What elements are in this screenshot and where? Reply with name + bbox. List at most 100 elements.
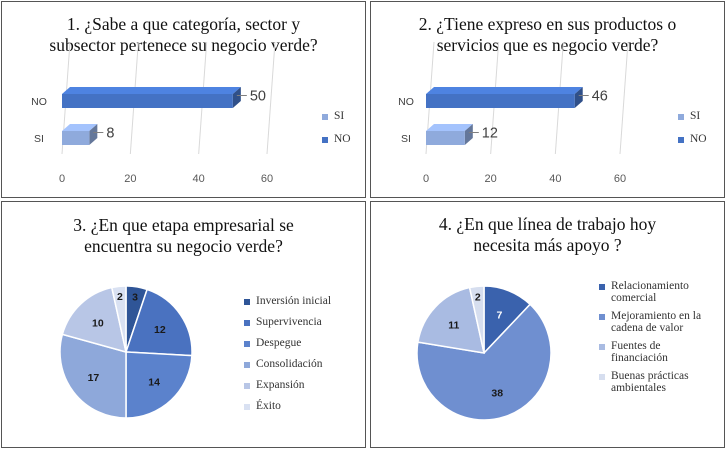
chart-2-data-label: 12: [482, 126, 498, 142]
chart-4-legend-item: Mejoramiento en la cadena de valor: [599, 310, 719, 334]
chart-4-slice-label: 7: [496, 309, 502, 321]
chart-3-legend: Inversión inicial Supervivencia Despegue Co…: [244, 295, 362, 421]
chart-2-gridline: [619, 41, 629, 155]
chart-4-legend-label: Mejoramiento en la cadena de valor: [611, 310, 702, 334]
chart-1-legend-label: SI: [334, 110, 345, 122]
chart-3-slice: [61, 286, 128, 354]
chart-3-legend-item: Supervivencia: [244, 316, 362, 328]
chart-1-legend-item: SI: [322, 110, 351, 122]
chart-4-legend-swatch: [599, 374, 605, 380]
chart-4-slice: [417, 286, 485, 354]
chart-1-category-label: NO: [31, 96, 47, 108]
chart-4-slice: [416, 303, 552, 421]
chart-1-legend: SI NO: [322, 110, 351, 156]
chart-3-legend-item: Consolidación: [244, 358, 362, 370]
chart-2-tick-label: 20: [485, 173, 497, 185]
chart-2-title: 2. ¿Tiene expreso en sus productos o ser…: [371, 14, 724, 56]
chart-3-title: 3. ¿En que etapa empresarial se encuentr…: [2, 215, 365, 257]
chart-1-data-label: 50: [250, 89, 266, 105]
chart-3-slice-label: 14: [148, 377, 160, 389]
chart-3-slice-label: 2: [117, 291, 123, 303]
chart-1-bar: [62, 131, 90, 145]
chart-3-legend-swatch: [244, 320, 250, 326]
chart-3-legend-item: Expansión: [244, 379, 362, 391]
chart-3-slice: [124, 288, 193, 357]
chart-3-legend-swatch: [244, 383, 250, 389]
chart-3-legend-swatch: [244, 299, 250, 305]
chart-2-legend-label: NO: [690, 133, 707, 145]
chart-1-title-line-2: subsector pertenece su negocio verde?: [49, 35, 318, 55]
chart-1-data-label: 8: [106, 126, 114, 142]
chart-3-slice-label: 17: [88, 372, 100, 384]
chart-4-legend: Relacionamiento comercial Mejoramiento en…: [599, 280, 719, 400]
chart-3-legend-item: Inversión inicial: [244, 295, 362, 307]
chart-3-legend-label: Despegue: [256, 337, 302, 349]
chart-4-slice-label: 11: [448, 319, 459, 331]
chart-panel-1: 1. ¿Sabe a que categoría, sector y subse…: [1, 1, 366, 198]
chart-1-legend-swatch: [322, 137, 328, 143]
chart-2-legend-item: SI: [678, 110, 707, 122]
chart-2-legend-label: SI: [690, 110, 701, 122]
chart-2-category-label: NO: [398, 96, 414, 108]
chart-3-slice-label: 3: [132, 292, 138, 304]
chart-2-category-label: SI: [401, 133, 411, 145]
chart-3-slice: [110, 285, 127, 353]
chart-1-legend-item: NO: [322, 133, 351, 145]
chart-1-gridline: [266, 41, 276, 155]
chart-4-legend-label: Fuentes de financiación: [611, 340, 668, 364]
chart-3-legend-swatch: [244, 404, 250, 410]
chart-4-legend-item: Fuentes de financiación: [599, 340, 719, 364]
chart-1-tick-label: 60: [261, 173, 273, 185]
chart-2-title-line-2: servicios que es negocio verde?: [436, 35, 659, 55]
chart-1-title-line-1: 1. ¿Sabe a que categoría, sector y: [66, 14, 301, 34]
chart-3-legend-item: Éxito: [244, 400, 362, 412]
chart-1-plot: 0 20 40 60 NO 50 SI 8: [31, 41, 276, 185]
chart-3-legend-swatch: [244, 341, 250, 347]
chart-3-legend-label: Consolidación: [256, 358, 323, 370]
chart-2-data-label: 46: [592, 89, 608, 105]
chart-1-bar-top: [62, 124, 98, 131]
chart-panel-2: 2. ¿Tiene expreso en sus productos o ser…: [370, 1, 725, 198]
chart-2-legend: SI NO: [678, 110, 707, 156]
chart-4-legend-swatch: [599, 314, 605, 320]
chart-1-bar-side: [89, 124, 98, 145]
chart-3-slice: [125, 351, 193, 419]
chart-4-title-line-1: 4. ¿En que línea de trabajo hoy: [438, 214, 657, 234]
chart-2-plot: 0 20 40 60 NO 46 SI 12: [398, 41, 629, 185]
chart-4-legend-item: Buenas prácticas ambientales: [599, 370, 719, 394]
chart-1-title: 1. ¿Sabe a que categoría, sector y subse…: [2, 14, 365, 56]
chart-4-title-line-2: necesita más apoyo ?: [473, 235, 622, 255]
chart-3-legend-item: Despegue: [244, 337, 362, 349]
chart-4-legend-label: Relacionamiento comercial: [611, 280, 689, 304]
chart-2-bar-top: [426, 124, 473, 131]
chart-panel-3: 3. ¿En que etapa empresarial se encuentr…: [1, 201, 366, 448]
chart-4-slice-label: 2: [475, 291, 481, 303]
chart-1-tick-label: 0: [59, 173, 65, 185]
chart-3-title-line-2: encuentra su negocio verde?: [84, 236, 283, 256]
chart-1-tick-label: 40: [193, 173, 205, 185]
chart-2-bar-top: [426, 87, 583, 94]
chart-1-bar-side: [232, 87, 241, 108]
chart-4-legend-swatch: [599, 284, 605, 290]
chart-3-plot: 3 12 14 17 10 2: [59, 285, 193, 419]
chart-1-category-label: SI: [34, 133, 44, 145]
chart-2-tick-label: 60: [614, 173, 626, 185]
chart-3-legend-label: Expansión: [256, 379, 305, 391]
chart-1-legend-swatch: [322, 114, 328, 120]
chart-3-title-line-1: 3. ¿En que etapa empresarial se: [73, 215, 294, 235]
chart-4-plot: 7 38 11 2: [416, 285, 552, 421]
chart-4-slice: [468, 285, 485, 354]
chart-2-legend-swatch: [678, 137, 684, 143]
chart-3-legend-label: Supervivencia: [256, 316, 322, 328]
chart-1-tick-label: 20: [124, 173, 136, 185]
chart-1-bar: [62, 94, 233, 108]
chart-2-legend-swatch: [678, 114, 684, 120]
chart-1-bar-top: [62, 87, 241, 94]
chart-2-bar-side: [464, 124, 473, 145]
chart-2-legend-item: NO: [678, 133, 707, 145]
chart-2-bar: [426, 94, 575, 108]
chart-3-legend-label: Éxito: [256, 400, 281, 412]
chart-4-legend-swatch: [599, 344, 605, 350]
chart-2-tick-label: 40: [549, 173, 561, 185]
chart-2-bar-side: [574, 87, 583, 108]
